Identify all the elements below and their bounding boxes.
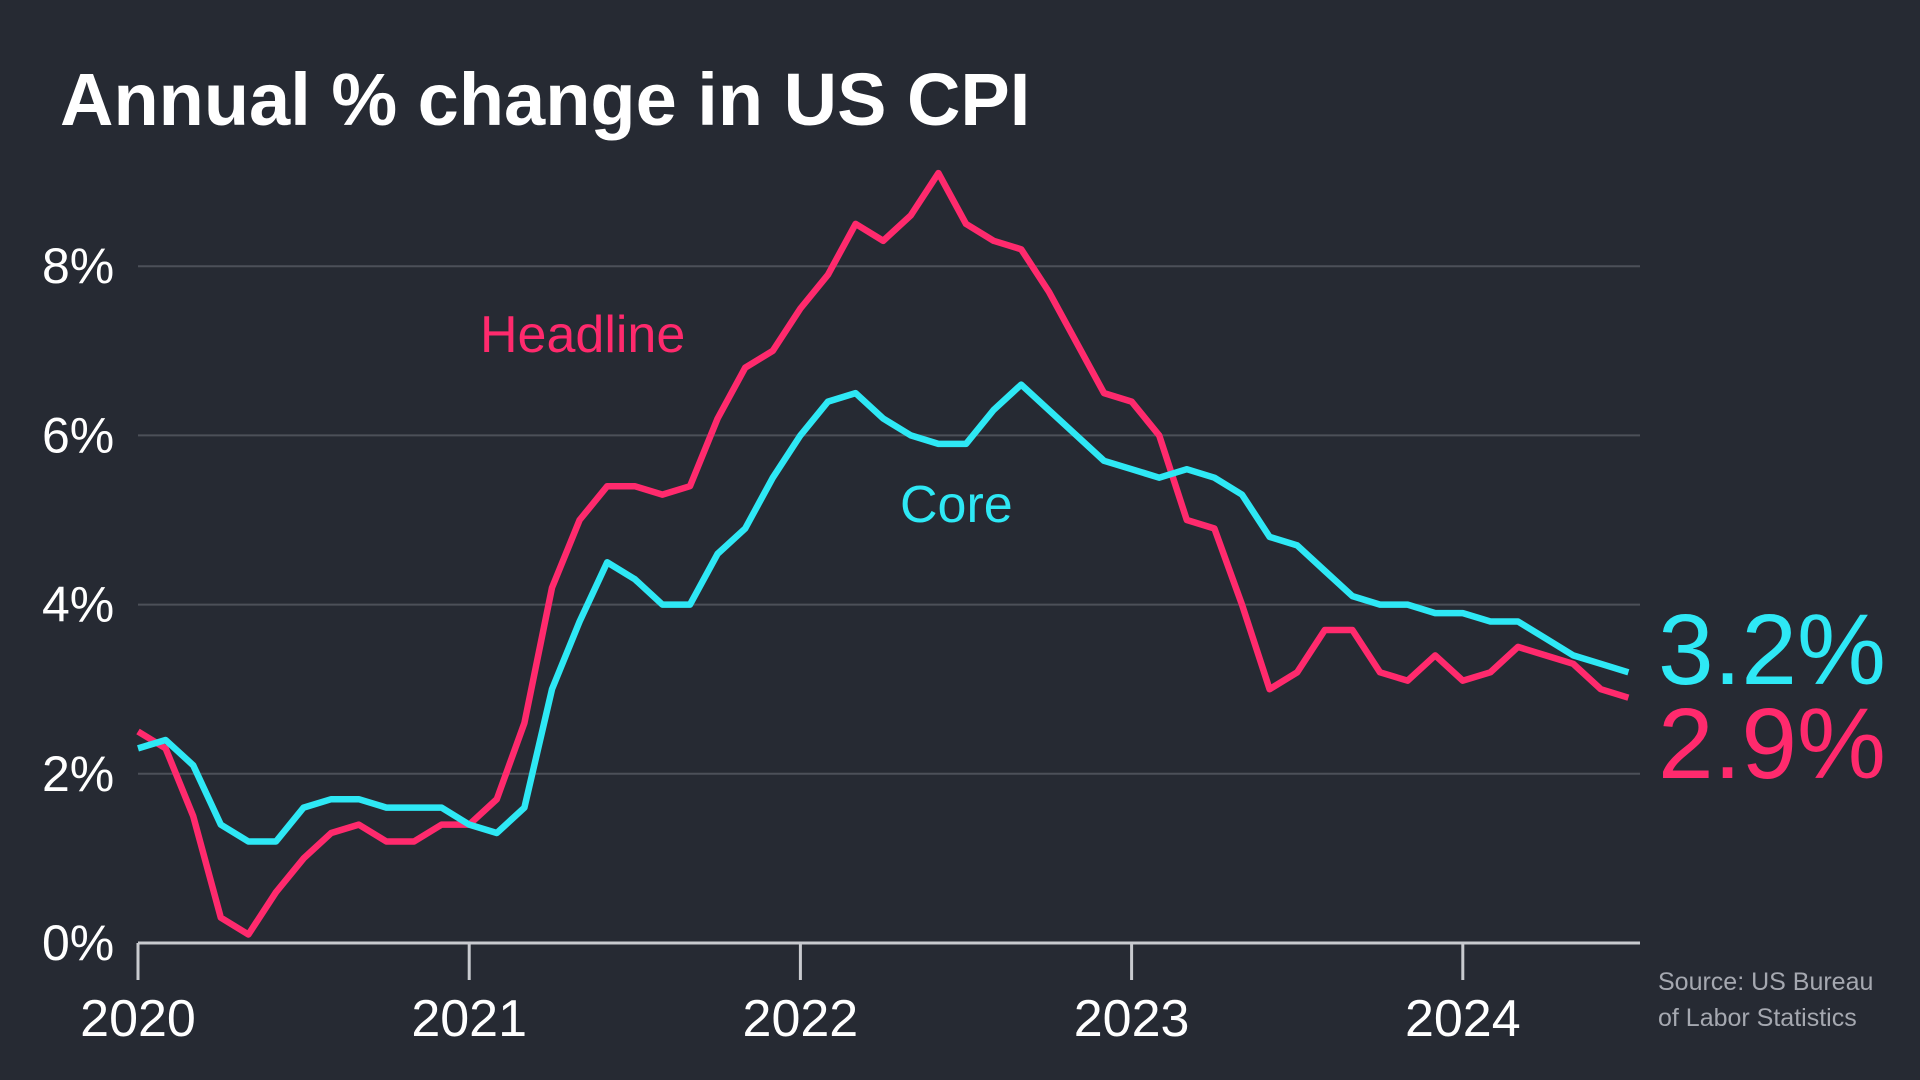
series-lines bbox=[136, 169, 1630, 938]
y-tick-label: 4% bbox=[42, 577, 114, 633]
chart-title: Annual % change in US CPI bbox=[60, 58, 1030, 141]
x-axis-ticks: 2020 2021 2022 2023 2024 bbox=[80, 943, 1521, 1048]
series-label-core: Core bbox=[900, 476, 1013, 534]
y-tick-label: 6% bbox=[42, 407, 114, 463]
series-line-headline bbox=[136, 169, 1630, 938]
series-label-headline: Headline bbox=[480, 306, 685, 364]
series-line-core bbox=[137, 381, 1630, 845]
gridlines bbox=[138, 265, 1640, 945]
source-line-2: of Labor Statistics bbox=[1658, 1004, 1857, 1032]
x-tick-label: 2024 bbox=[1405, 990, 1521, 1048]
source-line-1: Source: US Bureau bbox=[1658, 968, 1873, 996]
end-value-headline: 2.9% bbox=[1658, 688, 1886, 800]
y-tick-label: 2% bbox=[42, 746, 114, 802]
x-tick-label: 2020 bbox=[80, 990, 196, 1048]
x-tick-label: 2021 bbox=[411, 990, 527, 1048]
y-tick-label: 8% bbox=[42, 238, 114, 294]
y-tick-label: 0% bbox=[42, 915, 114, 971]
y-axis-ticks: 0% 2% 4% 6% 8% bbox=[42, 238, 114, 971]
x-tick-label: 2022 bbox=[743, 990, 859, 1048]
end-value-core: 3.2% bbox=[1658, 594, 1886, 706]
x-tick-label: 2023 bbox=[1074, 990, 1190, 1048]
